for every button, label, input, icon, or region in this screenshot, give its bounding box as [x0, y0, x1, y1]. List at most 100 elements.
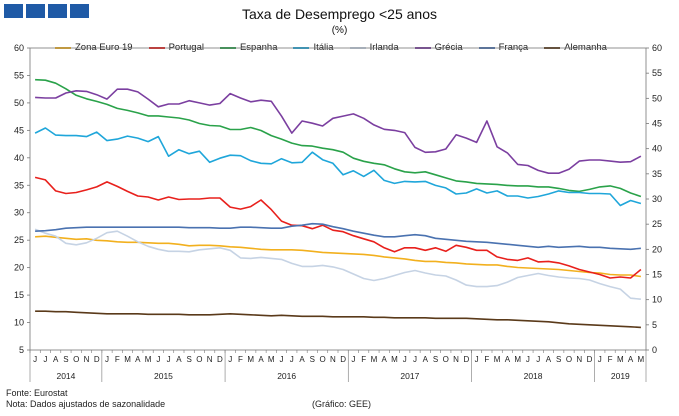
- x-axis-tick-label: S: [310, 355, 315, 364]
- legend-swatch: [478, 46, 495, 49]
- header-block: [26, 4, 45, 18]
- x-axis-tick-label: N: [207, 355, 213, 364]
- legend-label: Zona Euro 19: [75, 42, 133, 53]
- x-axis-tick-label: A: [53, 355, 59, 364]
- right-axis-tick-label: 0: [652, 345, 657, 355]
- x-axis-tick-label: S: [186, 355, 191, 364]
- x-axis-tick-label: J: [228, 355, 232, 364]
- legend-swatch: [148, 46, 165, 49]
- legend-swatch: [414, 46, 431, 49]
- series-line: [35, 222, 641, 251]
- chart-title: Taxa de Desemprego <25 anos: [242, 6, 437, 22]
- x-axis-tick-label: D: [94, 355, 100, 364]
- left-axis-tick-label: 55: [14, 70, 24, 80]
- right-axis-tick-label: 15: [652, 270, 662, 280]
- year-label: 2015: [154, 371, 173, 381]
- series-line: [34, 228, 641, 300]
- legend-label: Portugal: [168, 42, 204, 53]
- x-axis-tick-label: J: [598, 355, 602, 364]
- right-axis-tick-label: 5: [652, 320, 657, 330]
- right-axis-tick-label: 45: [652, 119, 662, 129]
- legend-label: Alemanha: [564, 42, 607, 53]
- left-axis-tick-label: 45: [14, 125, 24, 135]
- left-axis-tick-label: 50: [14, 98, 24, 108]
- x-axis-tick-label: M: [391, 355, 398, 364]
- year-label: 2018: [524, 371, 543, 381]
- year-label: 2017: [400, 371, 419, 381]
- right-axis-tick-label: 55: [652, 68, 662, 78]
- x-axis-tick-label: A: [299, 355, 305, 364]
- x-axis-tick-label: M: [514, 355, 521, 364]
- x-axis-tick-label: A: [546, 355, 552, 364]
- x-axis-tick-label: M: [638, 355, 645, 364]
- x-axis-tick-label: M: [124, 355, 131, 364]
- x-axis-tick-label: N: [453, 355, 459, 364]
- x-axis-tick-label: J: [280, 355, 284, 364]
- x-axis-tick-label: J: [413, 355, 417, 364]
- x-axis-tick-label: N: [576, 355, 582, 364]
- x-axis-tick-label: J: [351, 355, 355, 364]
- right-axis-tick-label: 25: [652, 219, 662, 229]
- header-blocks: [4, 4, 89, 18]
- right-axis-tick-label: 50: [652, 93, 662, 103]
- x-axis-tick-label: J: [536, 355, 540, 364]
- series-line: [35, 88, 642, 174]
- x-axis-tick-label: J: [475, 355, 479, 364]
- series-line: [34, 127, 642, 207]
- source-note: Fonte: Eurostat: [6, 388, 68, 398]
- legend-item: França: [478, 42, 529, 53]
- chart-subtitle: (%): [331, 25, 348, 36]
- x-axis-tick-label: A: [258, 355, 264, 364]
- legend-swatch: [544, 46, 561, 49]
- x-axis-tick-label: N: [330, 355, 336, 364]
- left-axis-tick-label: 30: [14, 208, 24, 218]
- legend-swatch: [349, 46, 366, 49]
- x-axis-tick-label: M: [268, 355, 275, 364]
- x-axis-tick-label: S: [433, 355, 438, 364]
- x-axis-tick-label: J: [167, 355, 171, 364]
- x-axis-tick-label: M: [247, 355, 254, 364]
- legend-swatch: [219, 46, 236, 49]
- adjustment-note: Nota: Dados ajustados de sazonalidade: [6, 399, 166, 409]
- x-axis-tick-label: A: [628, 355, 634, 364]
- legend-label: Grécia: [434, 42, 463, 53]
- right-axis-tick-label: 40: [652, 144, 662, 154]
- year-label: 2019: [611, 371, 630, 381]
- legend-swatch: [293, 46, 310, 49]
- right-axis-tick-label: 20: [652, 244, 662, 254]
- series-line: [34, 176, 642, 279]
- x-axis-tick-label: F: [361, 355, 366, 364]
- x-axis-tick-label: A: [176, 355, 182, 364]
- legend-item: Itália: [293, 42, 334, 53]
- left-axis-tick-label: 15: [14, 290, 24, 300]
- legend-label: Itália: [313, 42, 334, 53]
- legend-label: Irlanda: [369, 42, 399, 53]
- legend-label: França: [498, 42, 529, 53]
- x-axis-tick-label: J: [33, 355, 37, 364]
- x-axis-tick-label: F: [238, 355, 243, 364]
- legend-item: Zona Euro 19: [55, 42, 133, 53]
- right-axis-tick-label: 30: [652, 194, 662, 204]
- x-axis-tick-label: J: [290, 355, 294, 364]
- right-axis-tick-label: 60: [652, 43, 662, 53]
- left-axis-tick-label: 40: [14, 153, 24, 163]
- x-axis-tick-label: S: [556, 355, 561, 364]
- legend-item: Espanha: [219, 42, 277, 53]
- left-axis-tick-label: 5: [19, 345, 24, 355]
- plot-frame: [29, 47, 647, 351]
- header-block: [4, 4, 23, 18]
- header-block: [48, 4, 67, 18]
- legend-item: Grécia: [414, 42, 463, 53]
- x-axis-tick-label: A: [382, 355, 388, 364]
- left-axis-tick-label: 25: [14, 235, 24, 245]
- x-axis-tick-label: D: [217, 355, 223, 364]
- left-axis-tick-label: 20: [14, 263, 24, 273]
- legend-swatch: [55, 46, 71, 49]
- x-axis-tick-label: F: [608, 355, 613, 364]
- x-axis-tick-label: J: [43, 355, 47, 364]
- x-axis-tick-label: D: [587, 355, 593, 364]
- x-axis-tick-label: A: [135, 355, 141, 364]
- x-axis-tick-label: D: [340, 355, 346, 364]
- left-axis-tick-label: 60: [14, 43, 24, 53]
